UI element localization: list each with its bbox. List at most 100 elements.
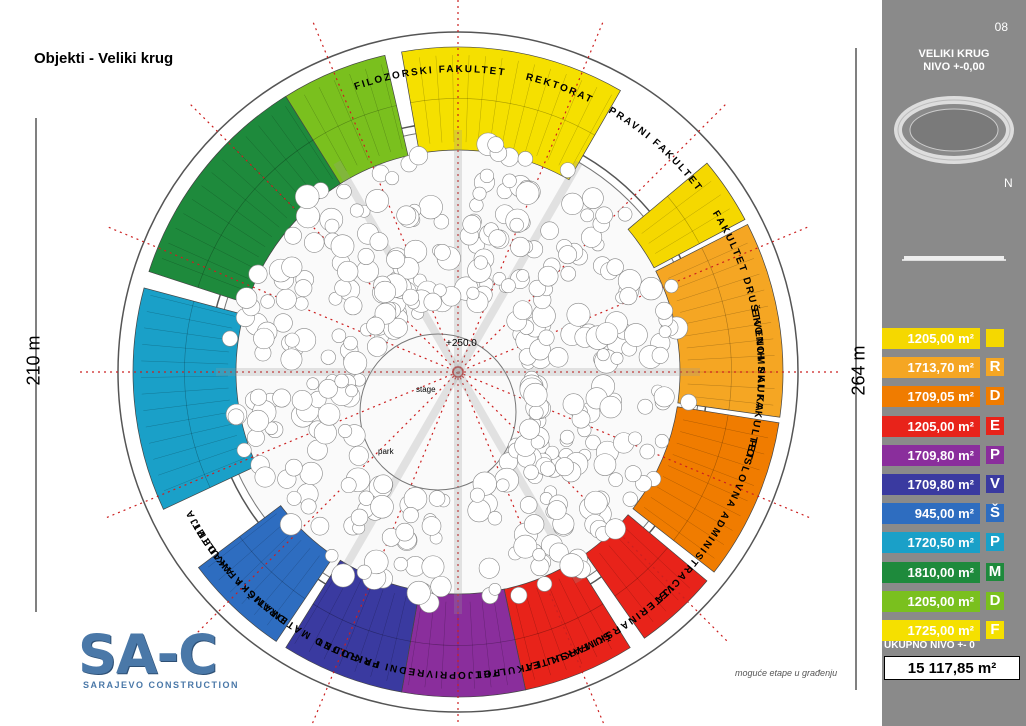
tree <box>402 288 420 306</box>
tree <box>291 389 313 411</box>
compass-icon: N <box>1004 176 1013 190</box>
legend-row: 1205,00 m² E <box>882 415 1004 437</box>
tree <box>369 232 389 251</box>
tree <box>331 563 356 588</box>
stage-circle <box>359 333 517 491</box>
floor-plan-line <box>142 344 229 353</box>
floor-plan-line <box>153 435 237 460</box>
tree <box>273 313 293 333</box>
floor-plan-line <box>163 457 245 491</box>
tree <box>469 487 485 503</box>
tree <box>246 428 265 447</box>
site-axis <box>106 226 810 518</box>
tree <box>473 255 488 270</box>
panel-title-line2: NIVO +-0,00 <box>923 61 985 73</box>
legend-value: 1205,00 m² <box>882 415 980 437</box>
tree <box>664 279 679 294</box>
floor-plan-line <box>146 311 233 329</box>
total-label: UKUPNO NIVO +- 0 <box>884 640 975 651</box>
tree <box>280 348 303 371</box>
tree <box>622 491 638 507</box>
tree <box>385 171 400 186</box>
floor-plan-line <box>501 60 519 147</box>
tree <box>310 516 330 536</box>
center-elevation-label: +250.0 <box>446 338 477 349</box>
tree <box>472 186 487 201</box>
legend-value: 1713,70 m² <box>882 357 980 379</box>
tree <box>249 388 267 406</box>
corridor-line <box>410 639 515 646</box>
legend-row: 1205,00 m² <box>882 328 1004 349</box>
tree <box>519 418 541 440</box>
tree <box>639 443 656 460</box>
tree <box>235 287 258 309</box>
tree <box>343 350 368 375</box>
tree <box>395 522 415 542</box>
tree <box>595 322 619 345</box>
tree <box>350 508 369 527</box>
legend-value: 1725,00 m² <box>882 619 980 641</box>
tree <box>248 264 268 284</box>
tree <box>428 490 446 507</box>
floor-plan-line <box>222 159 288 219</box>
floor-plan-line <box>558 86 598 166</box>
tree <box>430 575 452 598</box>
tree <box>393 556 408 572</box>
floor-plan-line <box>254 548 311 615</box>
floor-plan-line <box>547 80 583 161</box>
tree <box>254 466 276 488</box>
building-segment <box>197 505 335 642</box>
tree <box>478 557 500 579</box>
tree <box>540 221 559 240</box>
floor-plan-line <box>469 601 475 689</box>
floor-plan-line <box>161 258 244 290</box>
floor-plan-line <box>536 74 567 156</box>
tree <box>324 218 340 234</box>
tree <box>559 429 575 445</box>
tree <box>512 300 533 321</box>
tree <box>624 465 642 483</box>
tree <box>561 192 584 216</box>
floor-plan-line <box>229 531 293 593</box>
floor-plan-line <box>441 601 447 689</box>
tree <box>386 250 406 269</box>
floor-plan-line <box>141 360 229 365</box>
floor-plan-line <box>452 55 455 143</box>
tree <box>406 580 431 605</box>
floor-plan-line <box>267 555 320 626</box>
tree <box>637 398 654 415</box>
tree <box>253 327 275 350</box>
legend-row: 1709,80 m² V <box>882 473 1004 495</box>
tree <box>617 206 633 222</box>
tree <box>496 478 510 492</box>
section-icon <box>902 256 1006 261</box>
tree <box>433 214 450 230</box>
tree <box>357 247 375 265</box>
legend-value: 1205,00 m² <box>882 590 980 612</box>
tree <box>349 203 364 218</box>
legend-value: 1205,00 m² <box>882 328 980 349</box>
floor-plan-line <box>676 442 760 471</box>
tree <box>635 475 652 493</box>
building-segment <box>285 559 420 693</box>
floor-plan-line <box>569 94 612 171</box>
tree <box>227 408 245 426</box>
tree <box>387 317 408 338</box>
floor-plan-line <box>547 583 583 664</box>
floor-plan-line <box>648 194 721 244</box>
tree <box>338 424 353 439</box>
tree <box>488 582 502 596</box>
floor-plan-line <box>617 537 679 601</box>
tree <box>313 421 337 445</box>
tree <box>523 382 548 408</box>
floor-plan-line <box>662 476 741 517</box>
legend-row: 945,00 m² Š <box>882 503 1004 525</box>
tree <box>624 323 648 347</box>
floor-plan-line <box>465 55 470 143</box>
tree <box>582 187 604 210</box>
floor-plan-line <box>626 528 691 589</box>
tree <box>466 286 480 300</box>
tree <box>619 287 638 306</box>
floor-plan-line <box>365 68 391 153</box>
floor-plan-line <box>145 411 232 428</box>
